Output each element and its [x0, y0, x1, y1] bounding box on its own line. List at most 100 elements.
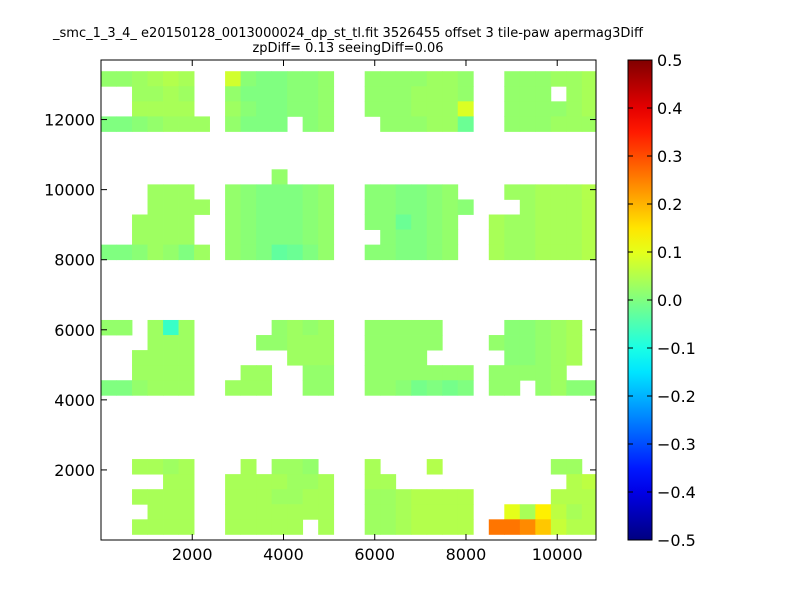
- heatmap-cell: [147, 319, 164, 336]
- heatmap-cell: [457, 86, 474, 102]
- heatmap-cell: [178, 116, 195, 132]
- y-tick-label: 8000: [54, 251, 95, 270]
- heatmap-cell: [581, 71, 597, 87]
- heatmap-cell: [364, 474, 381, 490]
- heatmap-cell: [380, 116, 397, 132]
- heatmap-cell: [256, 101, 273, 117]
- heatmap-cell: [550, 459, 567, 475]
- heatmap-cell: [566, 244, 583, 261]
- heatmap-cell: [271, 101, 288, 117]
- heatmap-cell: [411, 86, 428, 102]
- y-tick-label: 4000: [54, 391, 95, 410]
- heatmap-cell: [535, 214, 552, 230]
- heatmap-cell: [535, 229, 552, 246]
- heatmap-cell: [147, 335, 164, 351]
- heatmap-cell: [256, 229, 273, 246]
- y-tick-label: 10000: [44, 181, 95, 200]
- axes: 2000 4000 6000 8000 10000 2000 4000 6000 8000 100…: [44, 60, 596, 564]
- heatmap-cell: [411, 214, 428, 230]
- heatmap-cell: [395, 489, 412, 505]
- heatmap-cell: [426, 184, 443, 200]
- heatmap-cell: [302, 184, 319, 200]
- heatmap-cell: [380, 86, 397, 102]
- heatmap-cell: [256, 489, 273, 505]
- heatmap-cell: [178, 504, 195, 520]
- heatmap-cell: [163, 474, 179, 490]
- heatmap-cell: [287, 86, 304, 102]
- heatmap-cell: [178, 229, 195, 246]
- heatmap-cell: [178, 86, 195, 102]
- heatmap-cell: [457, 116, 474, 132]
- heatmap-cell: [364, 380, 381, 396]
- heatmap-cell: [256, 365, 273, 381]
- heatmap-cell: [395, 101, 412, 117]
- heatmap-cell: [163, 519, 179, 535]
- heatmap-cell: [194, 199, 210, 215]
- heatmap-cell: [147, 350, 164, 366]
- heatmap-cell: [302, 101, 319, 117]
- heatmap-cell: [287, 71, 304, 87]
- heatmap-cell: [488, 335, 505, 351]
- heatmap-cell: [147, 214, 164, 230]
- heatmap-cell: [240, 71, 257, 87]
- heatmap-cell: [318, 380, 335, 396]
- heatmap-cell: [147, 504, 164, 520]
- heatmap-cell: [116, 116, 133, 132]
- heatmap-cell: [550, 489, 567, 505]
- heatmap-cell: [566, 71, 583, 87]
- heatmap-cell: [240, 214, 257, 230]
- heatmap-cell: [302, 474, 319, 490]
- heatmap-cell: [442, 519, 459, 535]
- heatmap-cell: [566, 199, 583, 215]
- heatmap-cell: [318, 365, 335, 381]
- heatmap-cell: [256, 474, 273, 490]
- heatmap-cell: [457, 489, 474, 505]
- heatmap-cell: [519, 184, 536, 200]
- heatmap-cell: [163, 116, 179, 132]
- heatmap-cell: [132, 244, 148, 261]
- heatmap-cell: [519, 199, 536, 215]
- heatmap-cell: [256, 86, 273, 102]
- heatmap-cell: [318, 214, 335, 230]
- heatmap-cell: [380, 504, 397, 520]
- heatmap-cell: [411, 350, 428, 366]
- heatmap-cell: [271, 184, 288, 200]
- heatmap-cell: [178, 214, 195, 230]
- heatmap-cell: [566, 504, 583, 520]
- heatmap-cell: [364, 350, 381, 366]
- heatmap-cell: [535, 244, 552, 261]
- heatmap-cell: [519, 229, 536, 246]
- heatmap-cell: [535, 86, 552, 102]
- heatmap-cell: [364, 489, 381, 505]
- heatmap-cell: [364, 504, 381, 520]
- heatmap-cell: [147, 489, 164, 505]
- heatmap-cell: [271, 199, 288, 215]
- heatmap-cell: [395, 199, 412, 215]
- heatmap-cell: [457, 504, 474, 520]
- heatmap-cell: [426, 86, 443, 102]
- heatmap-cell: [364, 319, 381, 336]
- heatmap-cell: [132, 86, 148, 102]
- heatmap-cell: [163, 489, 179, 505]
- heatmap-cell: [287, 319, 304, 336]
- heatmap-cell: [380, 244, 397, 261]
- heatmap-cells: [101, 71, 597, 535]
- heatmap-cell: [256, 199, 273, 215]
- heatmap-cell: [457, 101, 474, 117]
- heatmap-cell: [457, 380, 474, 396]
- heatmap-cell: [504, 71, 521, 87]
- heatmap-cell: [163, 350, 179, 366]
- heatmap-cell: [132, 519, 148, 535]
- heatmap-cell: [271, 86, 288, 102]
- heatmap-cell: [364, 184, 381, 200]
- heatmap-cell: [411, 489, 428, 505]
- heatmap-cell: [163, 199, 179, 215]
- heatmap-cell: [426, 116, 443, 132]
- heatmap-cell: [581, 244, 597, 261]
- heatmap-cell: [380, 199, 397, 215]
- heatmap-cell: [287, 101, 304, 117]
- heatmap-cell: [240, 504, 257, 520]
- heatmap-cell: [163, 504, 179, 520]
- y-tick-label: 6000: [54, 321, 95, 340]
- colorbar-tick-label: 0.5: [657, 51, 682, 70]
